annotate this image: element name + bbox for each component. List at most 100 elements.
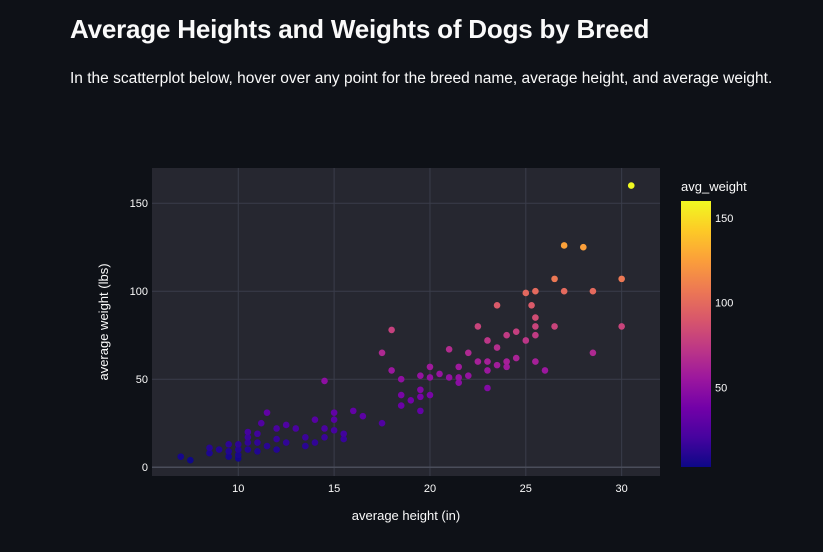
data-point[interactable] — [618, 275, 625, 283]
data-point[interactable] — [254, 439, 261, 446]
data-point[interactable] — [292, 425, 300, 432]
data-point[interactable] — [330, 426, 338, 434]
data-point[interactable] — [273, 425, 280, 432]
data-point[interactable] — [330, 409, 338, 416]
data-point[interactable] — [311, 416, 319, 423]
data-point[interactable] — [302, 442, 309, 450]
data-point[interactable] — [551, 275, 558, 283]
data-point[interactable] — [263, 409, 271, 416]
data-point[interactable] — [397, 375, 405, 383]
data-point[interactable] — [465, 349, 472, 357]
data-point[interactable] — [417, 386, 424, 394]
data-point[interactable] — [417, 393, 424, 401]
data-point[interactable] — [215, 446, 223, 453]
data-point[interactable] — [484, 384, 491, 392]
data-point[interactable] — [522, 289, 530, 297]
data-point[interactable] — [532, 287, 539, 295]
data-point[interactable] — [532, 331, 539, 339]
data-point[interactable] — [580, 243, 587, 251]
data-point[interactable] — [321, 425, 328, 432]
data-point[interactable] — [512, 354, 520, 362]
data-point[interactable] — [206, 444, 213, 452]
data-point[interactable] — [321, 377, 328, 385]
data-point[interactable] — [484, 367, 491, 374]
data-point[interactable] — [426, 374, 434, 381]
data-point[interactable] — [388, 367, 395, 374]
data-point[interactable] — [474, 323, 482, 330]
data-point[interactable] — [627, 182, 635, 189]
data-point[interactable] — [455, 363, 463, 371]
data-point[interactable] — [254, 430, 261, 438]
data-point[interactable] — [484, 358, 491, 365]
data-point[interactable] — [484, 337, 491, 344]
data-point[interactable] — [436, 370, 443, 378]
data-point[interactable] — [206, 449, 213, 457]
data-point[interactable] — [512, 328, 520, 335]
data-point[interactable] — [589, 349, 597, 357]
data-point[interactable] — [257, 419, 265, 427]
data-point[interactable] — [225, 448, 232, 455]
data-point[interactable] — [234, 441, 242, 448]
data-point[interactable] — [187, 456, 194, 464]
data-point[interactable] — [244, 428, 252, 436]
data-point[interactable] — [426, 363, 434, 371]
data-point[interactable] — [359, 412, 367, 420]
data-point[interactable] — [528, 301, 535, 309]
data-point[interactable] — [263, 442, 271, 450]
data-point[interactable] — [455, 374, 463, 381]
data-point[interactable] — [397, 391, 405, 399]
data-point[interactable] — [397, 402, 405, 409]
data-point[interactable] — [244, 433, 252, 441]
data-point[interactable] — [321, 433, 328, 441]
data-point[interactable] — [532, 314, 539, 321]
data-point[interactable] — [234, 446, 242, 453]
data-point[interactable] — [340, 430, 347, 438]
data-point[interactable] — [618, 323, 625, 330]
data-point[interactable] — [330, 416, 338, 423]
data-point[interactable] — [445, 345, 453, 353]
data-point[interactable] — [589, 287, 597, 295]
data-point[interactable] — [282, 439, 290, 446]
data-point[interactable] — [311, 439, 319, 446]
data-point[interactable] — [541, 367, 549, 374]
data-point[interactable] — [225, 441, 232, 448]
data-point[interactable] — [244, 439, 252, 446]
data-point[interactable] — [349, 407, 357, 415]
data-point[interactable] — [532, 358, 539, 365]
data-point[interactable] — [225, 453, 232, 460]
data-point[interactable] — [455, 379, 463, 387]
data-point[interactable] — [234, 451, 242, 459]
data-point[interactable] — [503, 363, 510, 371]
data-point[interactable] — [378, 349, 386, 357]
data-point[interactable] — [417, 407, 424, 415]
data-point[interactable] — [388, 326, 395, 334]
data-point[interactable] — [254, 448, 261, 455]
data-point[interactable] — [532, 323, 539, 330]
data-point[interactable] — [244, 446, 252, 453]
data-point[interactable] — [474, 358, 482, 365]
data-point[interactable] — [282, 421, 290, 429]
data-point[interactable] — [445, 374, 453, 381]
data-point[interactable] — [503, 358, 510, 365]
data-point[interactable] — [551, 323, 558, 330]
data-point[interactable] — [273, 435, 280, 443]
data-point[interactable] — [426, 391, 434, 399]
data-point[interactable] — [503, 331, 510, 339]
x-tick-labels: 10 15 20 25 30 — [232, 483, 628, 495]
data-point[interactable] — [560, 287, 568, 295]
data-point[interactable] — [302, 433, 309, 441]
data-point[interactable] — [407, 397, 415, 404]
data-point[interactable] — [177, 453, 185, 460]
data-point[interactable] — [340, 435, 347, 443]
data-point[interactable] — [493, 361, 501, 369]
data-point[interactable] — [493, 301, 501, 309]
data-point[interactable] — [522, 337, 530, 344]
data-point[interactable] — [417, 372, 424, 379]
data-point[interactable] — [273, 446, 280, 453]
data-point[interactable] — [560, 242, 568, 249]
grid-lines — [152, 168, 660, 476]
data-point[interactable] — [378, 419, 386, 427]
data-point[interactable] — [493, 344, 501, 351]
data-point[interactable] — [465, 372, 472, 379]
